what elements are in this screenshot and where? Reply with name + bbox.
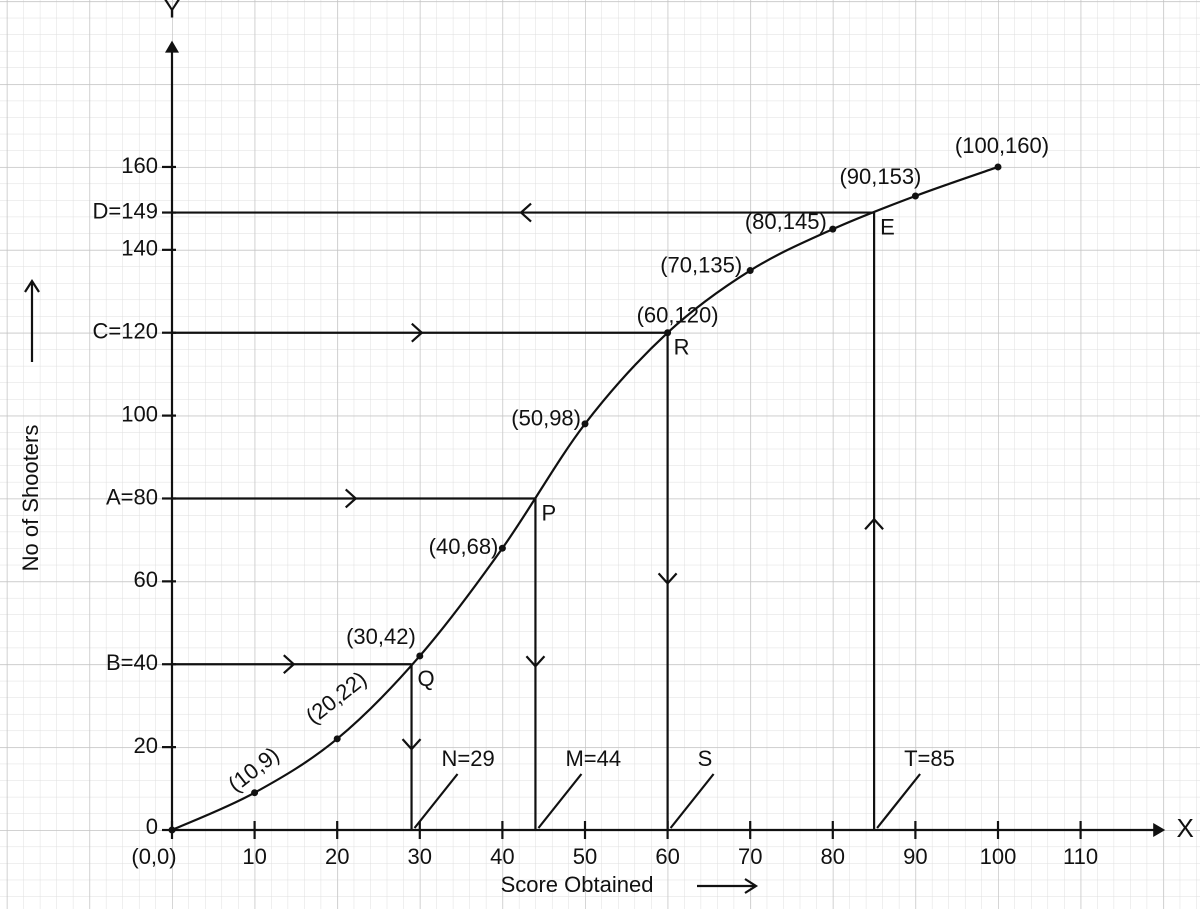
x-tick-label: 40 [490,844,514,869]
guide-arrow [519,202,532,223]
y-tick-label: 60 [134,567,158,592]
x-axis-title: Score Obtained [501,872,654,897]
data-point [746,267,754,275]
point-label: (50,98) [511,406,581,431]
guide-arrow [657,572,678,586]
y-axis-arrow [165,40,179,53]
y-tick-label: 20 [134,733,158,758]
foot-label: S [698,746,713,771]
guide-arrow [864,517,884,531]
y-tick-label: B=40 [106,650,158,675]
x-tick-label: 20 [325,844,349,869]
data-point [829,225,837,233]
x-axis-name: X [1177,813,1194,843]
foot-leader [876,773,921,829]
guide-arrow [344,488,358,509]
y-title-arrow [24,278,40,362]
y-tick-label: 0 [146,814,158,839]
y-tick-label: D=149 [93,198,158,223]
y-tick-label: 160 [121,153,158,178]
point-label: (60,120) [637,303,719,328]
data-point [251,789,259,797]
y-axis-title: No of Shooters [18,425,43,572]
point-name: R [674,335,690,360]
y-axis-name: Y [163,0,180,24]
data-point [664,329,672,337]
guide-arrow [283,654,296,675]
x-tick-label: 60 [655,844,679,869]
point-label: (70,135) [660,252,742,277]
foot-leader [413,773,459,829]
data-point [911,192,919,200]
x-tick-label: 30 [408,844,432,869]
point-label: (100,160) [955,133,1049,158]
ogive-curve [171,165,999,832]
point-label: (90,153) [839,164,921,189]
x-tick-label: 90 [903,844,927,869]
y-tick-label: A=80 [106,484,158,509]
x-tick-label: 70 [738,844,762,869]
x-tick-label: 10 [242,844,266,869]
y-tick-label: C=120 [93,319,158,344]
guide-arrow [411,322,424,343]
point-name: E [880,214,895,239]
y-tick-label: 140 [121,236,158,261]
y-tick-label: 100 [121,401,158,426]
data-point [333,735,341,743]
foot-label: N=29 [442,746,495,771]
data-point [498,544,506,552]
point-name: P [541,500,556,525]
x-tick-label: 50 [573,844,597,869]
point-label: (80,145) [745,209,827,234]
data-point [581,420,589,428]
x-tick-label: 110 [1063,844,1098,869]
foot-leader [669,773,715,829]
foot-leader [537,773,583,829]
guide-arrow [401,738,422,751]
x-tick-label: 80 [821,844,845,869]
foot-label: T=85 [904,746,955,771]
x-tick-label: 100 [980,844,1017,869]
foot-label: M=44 [565,746,621,771]
x-axis-arrow [1153,823,1166,837]
data-point [168,826,176,834]
point-label: (40,68) [429,534,499,559]
x-tick-label: (0,0) [131,844,176,869]
x-title-arrow [697,878,759,894]
data-point [416,652,424,660]
point-label: (30,42) [346,624,416,649]
point-name: Q [418,666,435,691]
guide-arrow [525,655,546,668]
data-point [994,163,1002,171]
